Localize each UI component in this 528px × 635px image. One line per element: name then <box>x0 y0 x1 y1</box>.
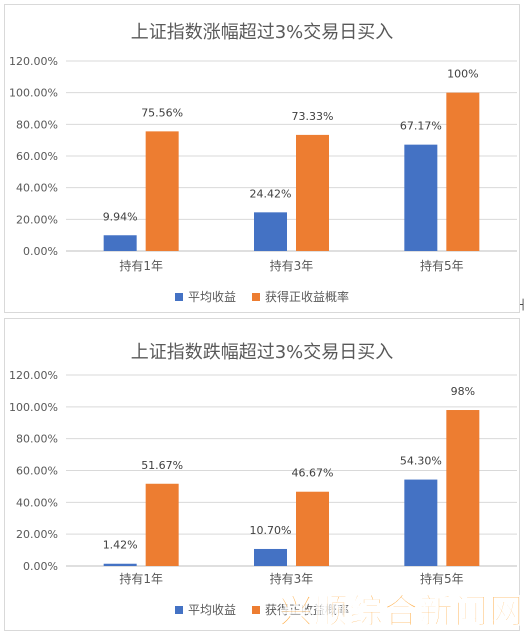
bar-series-2 <box>296 134 329 251</box>
legend-label: 获得正收益概率 <box>265 603 350 617</box>
chart-panel-2: 上证指数跌幅超过3%交易日买入 0.00% 20.00% 40.00% 60.00% 8… <box>4 318 520 631</box>
legend-swatch-orange <box>252 292 260 301</box>
legend-label: 平均收益 <box>187 603 236 617</box>
data-label: 10.70% <box>250 524 292 537</box>
bar-series-2 <box>145 131 179 251</box>
chart-title: 上证指数涨幅超过3%交易日买入 <box>130 22 394 43</box>
y-tick-label: 120.00% <box>9 55 58 68</box>
y-tick-label: 0.00% <box>23 245 58 258</box>
chart-panel-1: 上证指数涨幅超过3%交易日买入 0.00% 20.00% 40.00% 60.00% 8… <box>4 4 520 313</box>
x-tick-label: 持有5年 <box>420 258 464 273</box>
legend-item-series-1: 平均收益 <box>174 601 236 618</box>
bar-series-1 <box>103 235 137 251</box>
cursor-mark: ┤ <box>519 300 526 311</box>
legend-swatch-blue <box>174 292 183 301</box>
data-label: 67.17% <box>400 120 442 133</box>
data-label: 9.94% <box>103 210 138 223</box>
data-label: 24.42% <box>250 187 292 200</box>
x-tick-label: 持有3年 <box>270 258 314 273</box>
data-label: 1.42% <box>103 539 138 552</box>
legend-label: 获得正收益概率 <box>265 290 350 304</box>
legend-item-series-1: 平均收益 <box>174 288 236 305</box>
y-tick-label: 0.00% <box>23 560 58 573</box>
y-tick-label: 80.00% <box>16 433 58 446</box>
data-label: 75.56% <box>141 106 183 119</box>
data-label: 100% <box>447 68 478 81</box>
bar-series-2 <box>145 483 179 566</box>
y-tick-label: 100.00% <box>9 87 58 100</box>
data-label: 51.67% <box>141 459 183 472</box>
y-tick-label: 40.00% <box>16 496 58 509</box>
legend-swatch-orange <box>252 605 260 614</box>
chart-title: 上证指数跌幅超过3%交易日买入 <box>130 342 394 363</box>
y-tick-label: 100.00% <box>9 401 58 414</box>
bar-series-1 <box>404 144 438 251</box>
data-label: 98% <box>451 385 475 398</box>
y-tick-label: 20.00% <box>16 213 58 226</box>
x-tick-label: 持有1年 <box>119 571 163 586</box>
data-label: 46.67% <box>292 467 334 480</box>
y-tick-label: 60.00% <box>16 465 58 478</box>
y-tick-label: 120.00% <box>9 369 58 382</box>
x-tick-label: 持有1年 <box>119 258 163 273</box>
legend-label: 平均收益 <box>187 290 236 304</box>
watermark-logo: 兴顺综合新闻网 <box>279 592 524 633</box>
y-tick-label: 40.00% <box>16 182 58 195</box>
legend-item-series-2: 获得正收益概率 <box>252 601 349 618</box>
bar-series-1 <box>103 563 137 566</box>
y-tick-label: 80.00% <box>16 118 58 131</box>
legend-item-series-2: 获得正收益概率 <box>252 288 349 305</box>
bar-series-2 <box>446 92 480 252</box>
bar-series-1 <box>254 548 287 566</box>
data-label: 73.33% <box>292 110 334 123</box>
y-tick-label: 60.00% <box>16 150 58 163</box>
bar-series-1 <box>254 212 287 251</box>
bar-series-1 <box>404 479 438 566</box>
x-tick-label: 持有3年 <box>270 571 314 586</box>
bar-series-2 <box>446 410 480 566</box>
bar-chart-plot: 0.00% 20.00% 40.00% 60.00% 80.00% 100.00% 120.… <box>9 369 517 586</box>
bar-series-2 <box>296 491 329 566</box>
chart-legend: 平均收益 获得正收益概率 <box>5 601 519 618</box>
x-tick-label: 持有5年 <box>420 571 464 586</box>
bar-chart-plot: 0.00% 20.00% 40.00% 60.00% 80.00% 100.00% 120.… <box>9 55 517 273</box>
y-tick-label: 20.00% <box>16 528 58 541</box>
data-label: 54.30% <box>400 455 442 468</box>
legend-swatch-blue <box>174 605 183 614</box>
chart-legend: 平均收益 获得正收益概率 <box>5 288 519 305</box>
